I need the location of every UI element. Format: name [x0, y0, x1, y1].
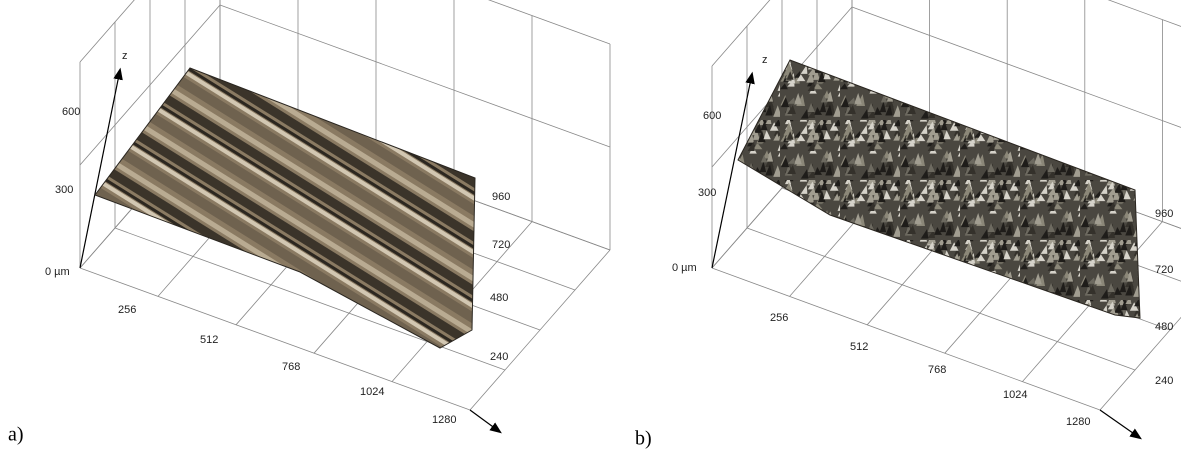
x-tick-label: 256: [118, 304, 136, 316]
x-tick-label: 1024: [360, 386, 384, 398]
panel-label: b): [635, 428, 652, 450]
box-edge: [852, 0, 1181, 48]
z-tick-label: 0 µm: [672, 262, 697, 274]
y-tick-label: 480: [1155, 321, 1173, 333]
y-tick-label: 960: [1155, 208, 1173, 220]
x-tick-label: 512: [850, 341, 868, 353]
x-tick-label: 1024: [1003, 389, 1027, 401]
box-edge: [220, 0, 610, 44]
y-tick-label: 240: [490, 351, 508, 363]
x-axis: [1100, 410, 1140, 438]
x-tick-label: 512: [200, 334, 218, 346]
surface: [95, 68, 475, 348]
y-tick-label: 720: [1155, 264, 1173, 276]
y-tick-label: 240: [1155, 375, 1173, 387]
surface: [738, 60, 1140, 318]
z-axis-label: z: [122, 50, 128, 62]
z-axis-label: z: [762, 54, 768, 66]
y-tick-label: 720: [492, 239, 510, 251]
x-axis: [470, 410, 500, 432]
z-tick-label: 300: [698, 187, 716, 199]
y-tick-label: 480: [490, 292, 508, 304]
figure: 0 µm 300 600 z 256 512 768 1024 1280 960 720 480 240…: [0, 0, 1181, 450]
z-tick-label: 600: [62, 106, 80, 118]
z-tick-label: 300: [55, 184, 73, 196]
page: 0 µm 300 600 z 256 512 768 1024 1280 960 720 480 240…: [0, 0, 1181, 450]
x-tick-label: 1280: [432, 414, 456, 426]
x-tick-label: 256: [770, 312, 788, 324]
x-tick-label: 768: [928, 364, 946, 376]
z-tick-label: 0 µm: [45, 266, 70, 278]
z-tick-label: 600: [703, 110, 721, 122]
z-axis: [712, 74, 752, 268]
x-tick-label: 1280: [1066, 416, 1090, 428]
x-tick-label: 768: [282, 361, 300, 373]
panel-label: a): [8, 424, 24, 446]
y-tick-label: 960: [492, 191, 510, 203]
